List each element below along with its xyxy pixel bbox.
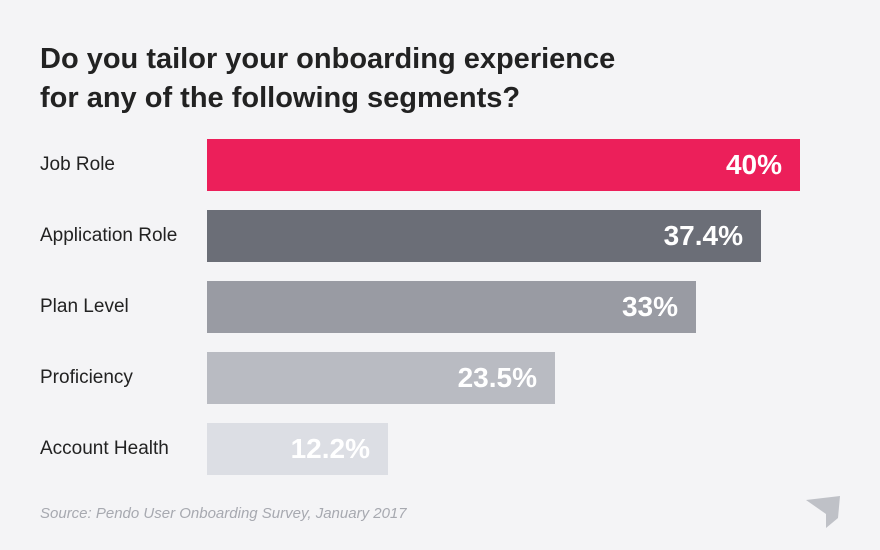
category-label: Proficiency bbox=[40, 367, 133, 388]
chart-title: Do you tailor your onboarding experience… bbox=[40, 40, 680, 118]
category-label: Account Health bbox=[40, 438, 169, 459]
bar: 40% bbox=[207, 139, 800, 191]
bar: 33% bbox=[207, 281, 696, 333]
bar: 23.5% bbox=[207, 352, 555, 404]
source-note: Source: Pendo User Onboarding Survey, Ja… bbox=[40, 505, 407, 522]
bar-value-label: 37.4% bbox=[663, 220, 743, 251]
category-label: Job Role bbox=[40, 154, 115, 175]
category-label: Plan Level bbox=[40, 296, 129, 317]
pendo-logo-icon bbox=[806, 496, 840, 528]
bar: 37.4% bbox=[207, 210, 761, 262]
bar-value-label: 33% bbox=[621, 291, 678, 322]
chart-title-line-2: for any of the following segments? bbox=[40, 82, 521, 114]
bar-value-label: 40% bbox=[725, 149, 782, 180]
bar: 12.2% bbox=[207, 423, 388, 475]
chart-title-line-1: Do you tailor your onboarding experience bbox=[40, 43, 616, 75]
bar-value-label: 12.2% bbox=[290, 433, 370, 464]
category-label: Application Role bbox=[40, 225, 178, 246]
bar-value-label: 23.5% bbox=[457, 362, 537, 393]
